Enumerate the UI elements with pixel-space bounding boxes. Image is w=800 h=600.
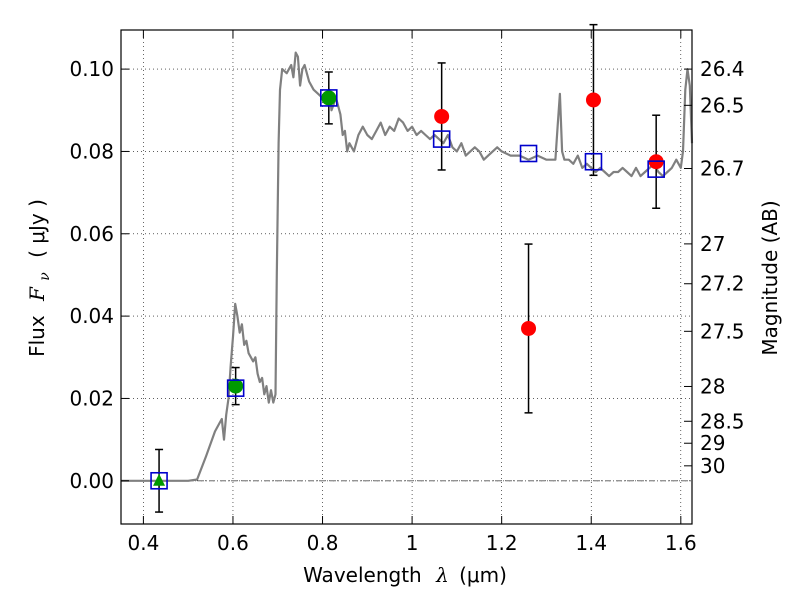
x-tick-label: 1	[406, 531, 419, 555]
y-tick-label: 0.08	[69, 139, 114, 163]
y-axis-label-symbol: F	[25, 286, 49, 302]
plot-frame	[120, 29, 693, 525]
right-tick-label: 29	[700, 431, 725, 455]
observed-optical-upper-limit-marker	[153, 473, 166, 486]
x-tick-label: 0.6	[217, 531, 249, 555]
model-photometry-square	[519, 144, 538, 163]
y-tick-label: 0.06	[69, 222, 114, 246]
model-photometry-square	[647, 160, 665, 178]
data-markers	[153, 90, 664, 486]
right-tick-label: 27.5	[700, 319, 745, 343]
y-tick-label: 0.10	[69, 57, 114, 81]
model-photometry-square	[226, 379, 245, 397]
right-tick-label: 26.4	[700, 57, 745, 81]
x-tick-label: 1.6	[665, 531, 697, 555]
observed-optical-marker	[228, 378, 244, 394]
right-tick-label: 27.2	[700, 272, 745, 296]
x-axis-label-text: Wavelength	[303, 563, 422, 587]
y-tick-label: 0.02	[69, 386, 114, 410]
model-photometry-square	[432, 130, 451, 148]
model-spectrum-line	[121, 51, 694, 482]
observed-nir-marker	[521, 320, 537, 336]
observed-nir-marker	[434, 108, 450, 124]
y-axis-label: Flux F ν ( μJy )	[25, 199, 54, 357]
x-axis-label-symbol: λ	[435, 563, 449, 587]
right-tick-label: 28.5	[700, 409, 745, 433]
y-axis-label-text: Flux	[25, 315, 49, 357]
y-tick-label: 0.04	[69, 304, 114, 328]
right-tick-label: 26.7	[700, 156, 745, 180]
observed-nir-marker	[585, 92, 601, 108]
model-photometry-square	[584, 152, 603, 171]
model-photometry-squares	[150, 89, 665, 490]
x-tick-label: 0.8	[307, 531, 339, 555]
y-axis-label-subscript: ν	[37, 272, 53, 281]
y-tick-label: 0.00	[69, 469, 114, 493]
x-tick-label: 0.4	[127, 531, 159, 555]
right-tick-label: 27	[700, 232, 725, 256]
right-tick-label: 28	[700, 374, 725, 398]
axis-ticks: 0.4 0.6 0.8 1 1.2 1.4 1.6 0.00 0.02 0.04 0.06 0.08 0…	[69, 30, 745, 555]
right-tick-label: 30	[700, 454, 725, 478]
observed-optical-marker	[321, 90, 337, 106]
x-tick-label: 1.4	[575, 531, 607, 555]
model-photometry-square	[319, 89, 338, 107]
x-axis-label-unit: (μm)	[459, 563, 507, 587]
model-photometry-square	[150, 471, 168, 490]
right-axis-label: Magnitude (AB)	[758, 200, 782, 355]
x-axis-label: Wavelength λ (μm)	[303, 563, 507, 587]
right-tick-label: 26.5	[700, 93, 745, 117]
y-axis-label-unit: ( μJy )	[25, 199, 49, 258]
x-tick-label: 1.2	[486, 531, 518, 555]
